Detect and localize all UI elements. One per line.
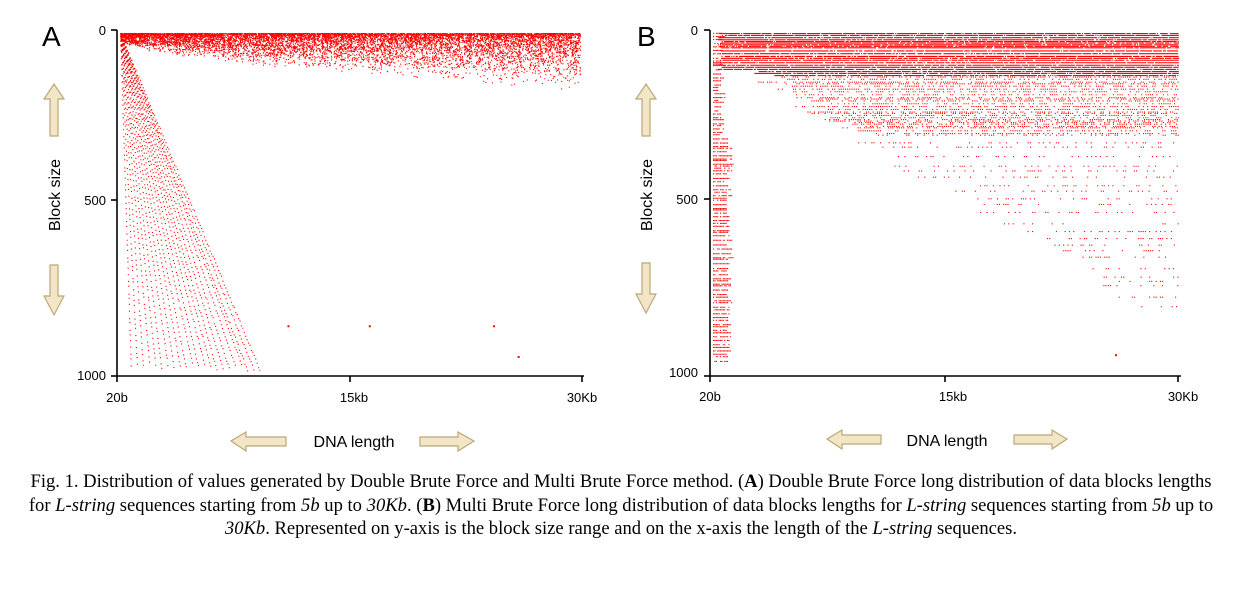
caption-panel-b: B [422, 494, 435, 516]
x-tick-label-b-1: 15kb [939, 389, 967, 404]
y-tick-label-a-2: 1000 [77, 368, 106, 383]
panel-label-a: A [42, 21, 61, 52]
isolated-point [368, 325, 371, 328]
caption-text: sequences. [932, 518, 1018, 539]
caption-text: up to [1170, 494, 1214, 516]
arrow-right-icon [1013, 428, 1069, 451]
arrow-left-icon [825, 428, 882, 451]
caption-term: L-string [55, 494, 116, 516]
arrow-right-icon [419, 430, 476, 453]
chart-b-points [713, 32, 1180, 362]
isolated-point [287, 325, 290, 328]
caption-text: ) Double Brute Force long distribution o… [28, 471, 1212, 516]
scatter-points [120, 33, 581, 372]
x-axis-title-a: DNA length [314, 434, 395, 451]
chart-b-svg: B 0 500 1000 20b 15kb 30Kb Block size DN… [634, 21, 1198, 451]
caption-text: up to [319, 494, 367, 516]
y-tick-label-b-0: 0 [691, 23, 698, 38]
caption-text: Distribution of values generated by Doub… [78, 471, 745, 492]
arrow-left-icon [229, 430, 287, 453]
y-tick-label-b-1: 500 [676, 192, 698, 207]
caption-text: ) Multi Brute Force long distribution of… [434, 494, 907, 516]
y-tick-label-a-0: 0 [99, 23, 106, 38]
x-tick-label-a-0: 20b [106, 390, 128, 405]
arrow-up-icon [42, 82, 66, 137]
caption-term: 30Kb [366, 494, 407, 516]
caption-term: 5b [1152, 494, 1171, 516]
caption-text: sequences starting from [966, 494, 1153, 516]
chart-panel-a: A 0 500 1000 20b 15kb 30Kb Block size DN… [0, 0, 621, 470]
x-axis-title-b: DNA length [907, 433, 988, 450]
isolated-point [517, 355, 520, 358]
panel-label-b: B [637, 21, 656, 52]
arrow-down-icon [635, 262, 657, 315]
chart-panel-b: B 0 500 1000 20b 15kb 30Kb Block size DN… [621, 0, 1242, 470]
isolated-point [1114, 354, 1117, 357]
arrow-down-icon [43, 264, 65, 317]
caption-term: L-string [872, 518, 933, 539]
x-tick-label-a-1: 15kb [340, 390, 368, 405]
caption-fig-label: Fig. 1. [30, 471, 79, 492]
y-axis-title-a: Block size [47, 159, 64, 231]
caption-panel-a: A [744, 471, 758, 492]
caption-text: . ( [406, 494, 423, 516]
caption-term: 5b [301, 494, 320, 516]
chart-a-svg: A 0 500 1000 20b 15kb 30Kb Block size DN… [42, 21, 597, 453]
figure-caption: Fig. 1. Distribution of values generated… [20, 470, 1222, 541]
caption-term: L-string [906, 494, 967, 516]
y-tick-label-b-2: 1000 [669, 365, 698, 380]
x-tick-label-b-0: 20b [699, 389, 721, 404]
scatter-points [713, 32, 1180, 362]
caption-text: . Represented on y-axis is the block siz… [265, 518, 873, 539]
isolated-point [493, 325, 496, 328]
y-axis-title-b: Block size [639, 159, 656, 231]
x-tick-label-b-2: 30Kb [1168, 389, 1198, 404]
y-tick-label-a-1: 500 [84, 193, 106, 208]
chart-a-points [120, 33, 581, 372]
caption-term: 30Kb [224, 518, 266, 539]
arrow-up-icon [634, 82, 658, 137]
x-tick-label-a-2: 30Kb [567, 390, 597, 405]
caption-text: sequences starting from [115, 494, 302, 516]
